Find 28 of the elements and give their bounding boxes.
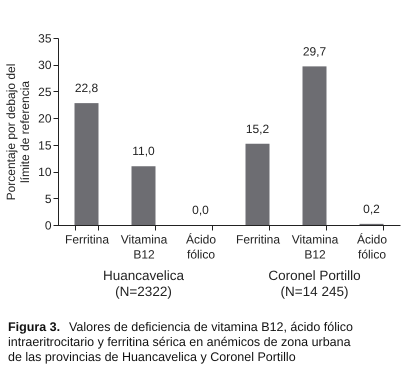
bar bbox=[74, 103, 98, 225]
data-label: 29,7 bbox=[302, 44, 326, 58]
data-label: 22,8 bbox=[74, 81, 98, 96]
text: Coronel Portillo (N=14 245) bbox=[268, 268, 361, 299]
bar bbox=[246, 144, 270, 225]
x-tick-label: Ferritina bbox=[64, 232, 110, 246]
y-tick-label: 35 bbox=[38, 32, 52, 46]
x-tick-label: Ferritina bbox=[236, 232, 280, 246]
text: Figura 3. Valores de deficiencia de vitamina B12, ácido fólico intraeritrocitario y ferritina sérica en anémicos de zona urbana de las provincias de Huancavelica y Coronel Portillo bbox=[8, 320, 354, 364]
bar bbox=[302, 66, 326, 225]
x-tick-label: Vitamina B12 bbox=[120, 232, 168, 262]
y-tick-label: 5 bbox=[44, 192, 52, 206]
y-tick-label: 15 bbox=[38, 138, 52, 152]
data-label: 15,2 bbox=[246, 122, 270, 136]
x-tick-label: Ácido fólico bbox=[356, 232, 388, 262]
data-label: 0,0 bbox=[192, 203, 210, 217]
y-tick-label: 0 bbox=[44, 218, 52, 232]
x-tick-label: Vitamina B12 bbox=[292, 232, 339, 262]
data-label: 0,2 bbox=[363, 202, 380, 216]
x-tick-label: Ácido fólico bbox=[186, 232, 216, 262]
y-tick-label: 25 bbox=[38, 84, 52, 99]
bar bbox=[132, 166, 156, 225]
data-label: 11,0 bbox=[132, 144, 156, 158]
y-axis-title: Porcentaje por debajo del límite de referencia bbox=[4, 64, 32, 200]
y-tick-label: 20 bbox=[38, 112, 52, 126]
y-tick-label: 30 bbox=[38, 58, 52, 72]
text: Huancavelica (N=2322) bbox=[102, 268, 185, 299]
y-tick-label: 10 bbox=[38, 165, 52, 180]
